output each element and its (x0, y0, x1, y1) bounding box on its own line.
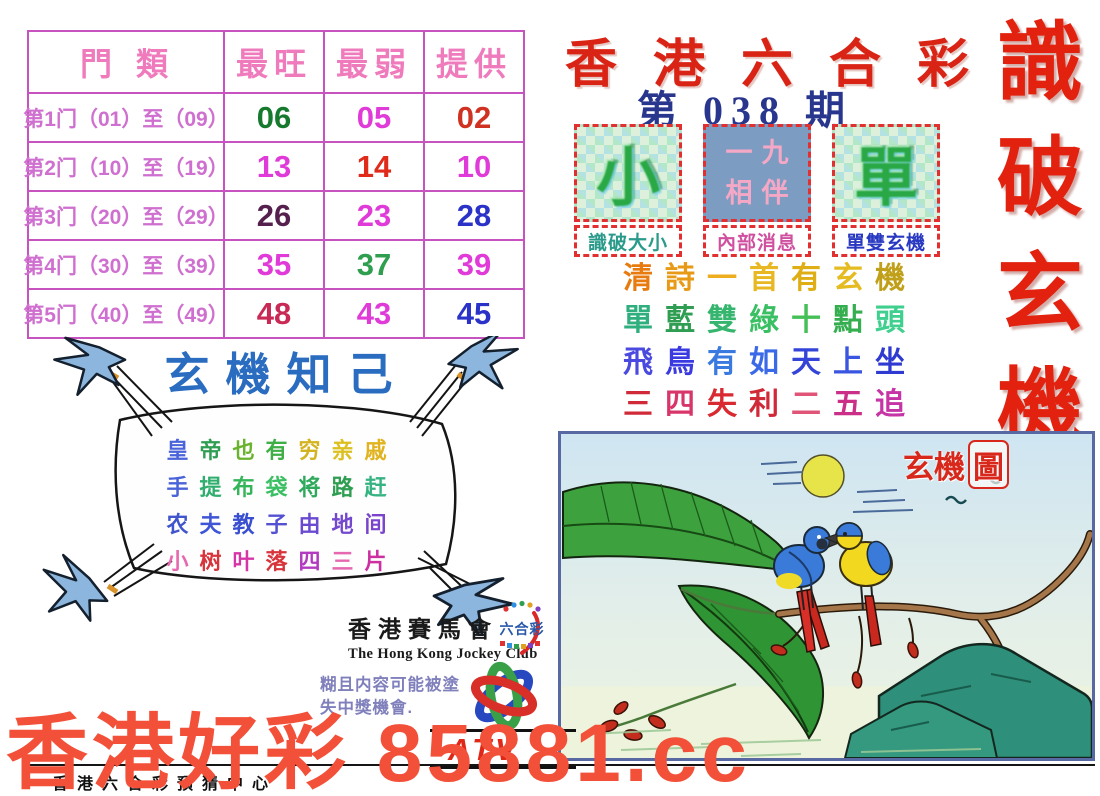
side-title-char: 破 (997, 130, 1083, 227)
table-value: 10 (425, 143, 525, 192)
side-title-char: 識 (997, 15, 1083, 111)
mosaic-image: 單 (832, 124, 940, 222)
mystery-poem: 清詩一首有玄機 單藍雙綠十點頭 飛鳥有如天上坐 三四失利二五追 (560, 258, 980, 426)
banner-section: 玄機知己 皇帝也有穷亲戚 手提布袋将路赶 农夫教子由地间 小树叶落四三片 (22, 336, 537, 636)
column-header: 最弱 (325, 32, 425, 94)
banner-poem-line: 手提布袋将路赶 (166, 475, 398, 500)
mosaic-image: 小 (574, 124, 682, 222)
site-url-banner: 香港好彩 85881.cc (6, 708, 751, 796)
banner-poem-line: 皇帝也有穷亲戚 (166, 438, 398, 463)
inner-message-line: 一九 (725, 138, 798, 168)
table-value: 43 (325, 290, 425, 339)
row-label: 第2门（10）至（19） (23, 143, 229, 192)
footer-rule (25, 764, 1095, 766)
banner-poem-line: 农夫教子由地间 (166, 512, 398, 537)
picture-label-boxed: 圖 (968, 440, 1009, 489)
prediction-center-name: 香港六合彩預猜中心 (52, 776, 278, 793)
banner-poem-line: 小树叶落四三片 (166, 549, 398, 574)
table-value: 13 (225, 143, 325, 192)
table-value: 14 (325, 143, 425, 192)
picture-label: 玄機 圖 (903, 440, 1009, 489)
poem-line: 單藍雙綠十點頭 (623, 304, 917, 337)
jockey-club-name-en: The Hong Kong Jockey Club (348, 646, 538, 662)
table-value: 23 (325, 192, 425, 241)
secret-box-label: 內部消息 (703, 225, 811, 257)
watermark-text: 糊且内容可能被塗 失中獎機會. (320, 674, 460, 720)
secret-box-oddeven: 單 單雙玄機 (832, 124, 940, 257)
secret-box-label: 識破大小 (574, 225, 682, 257)
poem-line: 飛鳥有如天上坐 (623, 346, 917, 379)
poem-line: 清詩一首有玄機 (623, 262, 917, 295)
perched-birds (773, 522, 893, 653)
hidden-character: 小 (596, 142, 660, 214)
banner-title: 玄機知己 (164, 350, 409, 400)
banner-drawing (30, 336, 522, 636)
jockey-club-name-cn: 香港賽馬會 (348, 616, 498, 642)
wind-marks (760, 461, 914, 513)
banana-leaves (562, 481, 824, 740)
mark-six-logo-text: 六合彩 (499, 621, 545, 637)
atv-ribbon-ball (470, 661, 538, 731)
row-label: 第1门（01）至（09） (23, 94, 229, 143)
jockey-club-block: 香港賽馬會 The Hong Kong Jockey Club (348, 610, 538, 663)
watermark-line: 失中獎機會. (320, 699, 414, 717)
moon (801, 454, 845, 498)
watermark-line: 糊且内容可能被塗 (320, 676, 460, 694)
secret-box-label: 單雙玄機 (832, 225, 940, 257)
table-value: 48 (225, 290, 325, 339)
mystery-picture: 玄機 圖 (558, 431, 1095, 761)
table-value: 28 (425, 192, 525, 241)
banner-cloth (114, 403, 457, 582)
side-title-vertical: 識 破 玄 機 (985, 20, 1095, 452)
atv-rule-top (430, 729, 576, 732)
inner-message-image: 一九 相伴 (703, 124, 811, 222)
secret-box-message: 一九 相伴 內部消息 (703, 124, 811, 257)
table-value: 35 (225, 241, 325, 290)
table-value: 05 (325, 94, 425, 143)
ground-hatches (590, 729, 982, 757)
atv-logo: ATV (430, 656, 576, 776)
rocks (843, 642, 1094, 760)
table-value: 45 (425, 290, 525, 339)
column-header: 提供 (425, 32, 525, 94)
row-label: 第3门（20）至（29） (23, 192, 229, 241)
mark-six-logo: 六合彩 (492, 597, 550, 659)
gate-statistics-table: 門類 最旺 最弱 提供 第1门（01）至（09） 06 05 02 第2门（10… (23, 30, 525, 339)
banner-poem: 皇帝也有穷亲戚 手提布袋将路赶 农夫教子由地间 小树叶落四三片 (117, 432, 447, 580)
table-value: 06 (225, 94, 325, 143)
atv-text: ATV (448, 732, 520, 767)
mark-six-logo-graphic (500, 600, 541, 655)
row-label: 第5门（40）至（49） (23, 290, 229, 339)
secret-box-size: 小 識破大小 (574, 124, 682, 257)
table-value: 02 (425, 94, 525, 143)
table-value: 26 (225, 192, 325, 241)
column-header: 門類 (29, 32, 225, 94)
row-label: 第4门（30）至（39） (23, 241, 229, 290)
poem-line: 三四失利二五追 (623, 388, 917, 421)
picture-label-main: 玄機 (903, 450, 965, 485)
column-header: 最旺 (225, 32, 325, 94)
table-value: 37 (325, 241, 425, 290)
hidden-character: 單 (854, 142, 918, 214)
atv-rule-bottom (430, 766, 576, 769)
table-value: 39 (425, 241, 525, 290)
main-title: 香港六合彩 (565, 37, 1006, 94)
side-title-char: 玄 (997, 245, 1083, 342)
inner-message-line: 相伴 (725, 178, 798, 208)
